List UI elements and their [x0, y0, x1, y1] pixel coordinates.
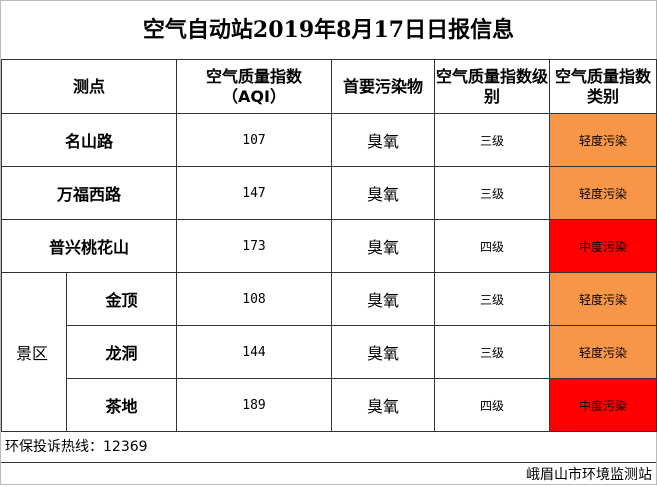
- column-header: 空气质量指数 （AQI）: [176, 59, 333, 114]
- header-row: 测点 空气质量指数 （AQI） 首要污染物 空气质量指数级别 空气质量指数类别: [0, 59, 657, 114]
- aqi: 144: [176, 325, 333, 379]
- organization: 峨眉山市环境监测站: [526, 467, 652, 483]
- level: 三级: [434, 325, 551, 379]
- row: 景区 金顶 108 臭氧 三级 轻度污染: [1, 272, 657, 432]
- level: 三级: [434, 166, 551, 220]
- aqi: 189: [176, 378, 333, 432]
- level: 四级: [434, 219, 551, 273]
- aqi: 107: [176, 113, 333, 167]
- row: 名山路 107 臭氧 三级 轻度污染: [0, 113, 657, 167]
- site: 龙洞: [65, 325, 178, 379]
- row: 茶地 189 臭氧 四级 中度污染: [2, 378, 657, 432]
- pollutant: 臭氧: [331, 378, 436, 432]
- site: 金顶: [65, 272, 178, 326]
- hotline: 环保投诉热线：12369: [1, 432, 656, 463]
- category: 轻度污染: [549, 113, 657, 167]
- pollutant: 臭氧: [331, 219, 436, 273]
- aqi: 147: [176, 166, 333, 220]
- pollutant: 臭氧: [331, 113, 436, 167]
- pollutant: 臭氧: [331, 166, 436, 220]
- site: 名山路: [0, 113, 178, 167]
- column-header: 首要污染物: [331, 59, 436, 114]
- level: 三级: [434, 272, 551, 326]
- category: 轻度污染: [549, 272, 657, 326]
- category: 中度污染: [549, 219, 657, 273]
- level: 三级: [434, 113, 551, 167]
- row: 龙洞 144 臭氧 三级 轻度污染: [2, 325, 657, 379]
- column-header: 测点: [0, 59, 178, 114]
- pollutant: 臭氧: [331, 272, 436, 326]
- column-header: 空气质量指数级别: [434, 59, 551, 114]
- site: 万福西路: [0, 166, 178, 220]
- group-label: 景区: [1, 272, 67, 432]
- pollutant: 臭氧: [331, 325, 436, 379]
- category: 轻度污染: [549, 166, 657, 220]
- title: 空气自动站2019年8月17日日报信息: [142, 17, 515, 43]
- aqi: 173: [176, 219, 333, 273]
- aqi: 108: [176, 272, 333, 326]
- site: 普兴桃花山: [0, 219, 178, 273]
- category: 中度污染: [549, 378, 657, 432]
- column-header: 空气质量指数类别: [549, 59, 657, 114]
- category: 轻度污染: [549, 325, 657, 379]
- row: 万福西路 147 臭氧 三级 轻度污染: [0, 166, 657, 220]
- row: 普兴桃花山 173 臭氧 四级 中度污染: [0, 219, 657, 273]
- level: 四级: [434, 378, 551, 432]
- aqi-table: 测点 空气质量指数 （AQI） 首要污染物 空气质量指数级别 空气质量指数类别 …: [0, 59, 657, 432]
- site: 茶地: [65, 378, 178, 432]
